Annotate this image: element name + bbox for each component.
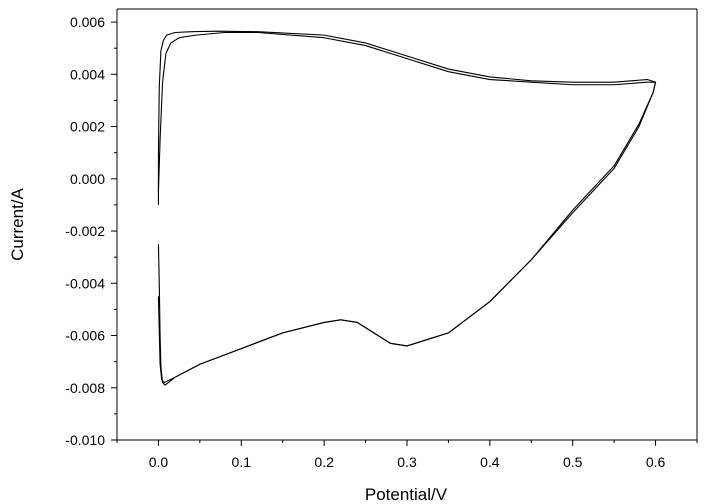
series [157, 30, 657, 386]
axes [116, 8, 698, 441]
x-tick-label: 0.0 [149, 454, 169, 470]
y-tick-label: -0.006 [65, 328, 105, 344]
x-tick-label: 0.1 [232, 454, 252, 470]
y-tick-label: -0.004 [65, 275, 105, 291]
y-tick-label: 0.004 [70, 66, 105, 82]
y-tick-label: 0.006 [70, 14, 105, 30]
cv-curve-2 [157, 31, 657, 384]
x-tick-label: 0.2 [314, 454, 334, 470]
x-tick-label: 0.5 [563, 454, 583, 470]
y-tick-label: -0.008 [65, 380, 105, 396]
y-tick-label: 0.000 [70, 171, 105, 187]
x-axis-title: Potential/V [365, 485, 448, 504]
ticks: 0.006 0.004 0.002 0.000 -0.002 -0.004 -0.006 -0… [65, 14, 698, 470]
y-tick-label: -0.002 [65, 223, 105, 239]
x-tick-label: 0.3 [397, 454, 417, 470]
x-tick-label: 0.6 [646, 454, 666, 470]
x-tick-label: 0.4 [480, 454, 500, 470]
y-tick-label: -0.010 [65, 432, 105, 448]
y-axis-title: Current/A [8, 187, 27, 260]
y-tick-label: 0.002 [70, 119, 105, 135]
